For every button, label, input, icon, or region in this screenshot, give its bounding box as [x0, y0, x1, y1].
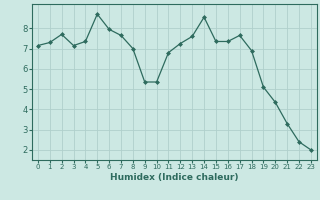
X-axis label: Humidex (Indice chaleur): Humidex (Indice chaleur): [110, 173, 239, 182]
